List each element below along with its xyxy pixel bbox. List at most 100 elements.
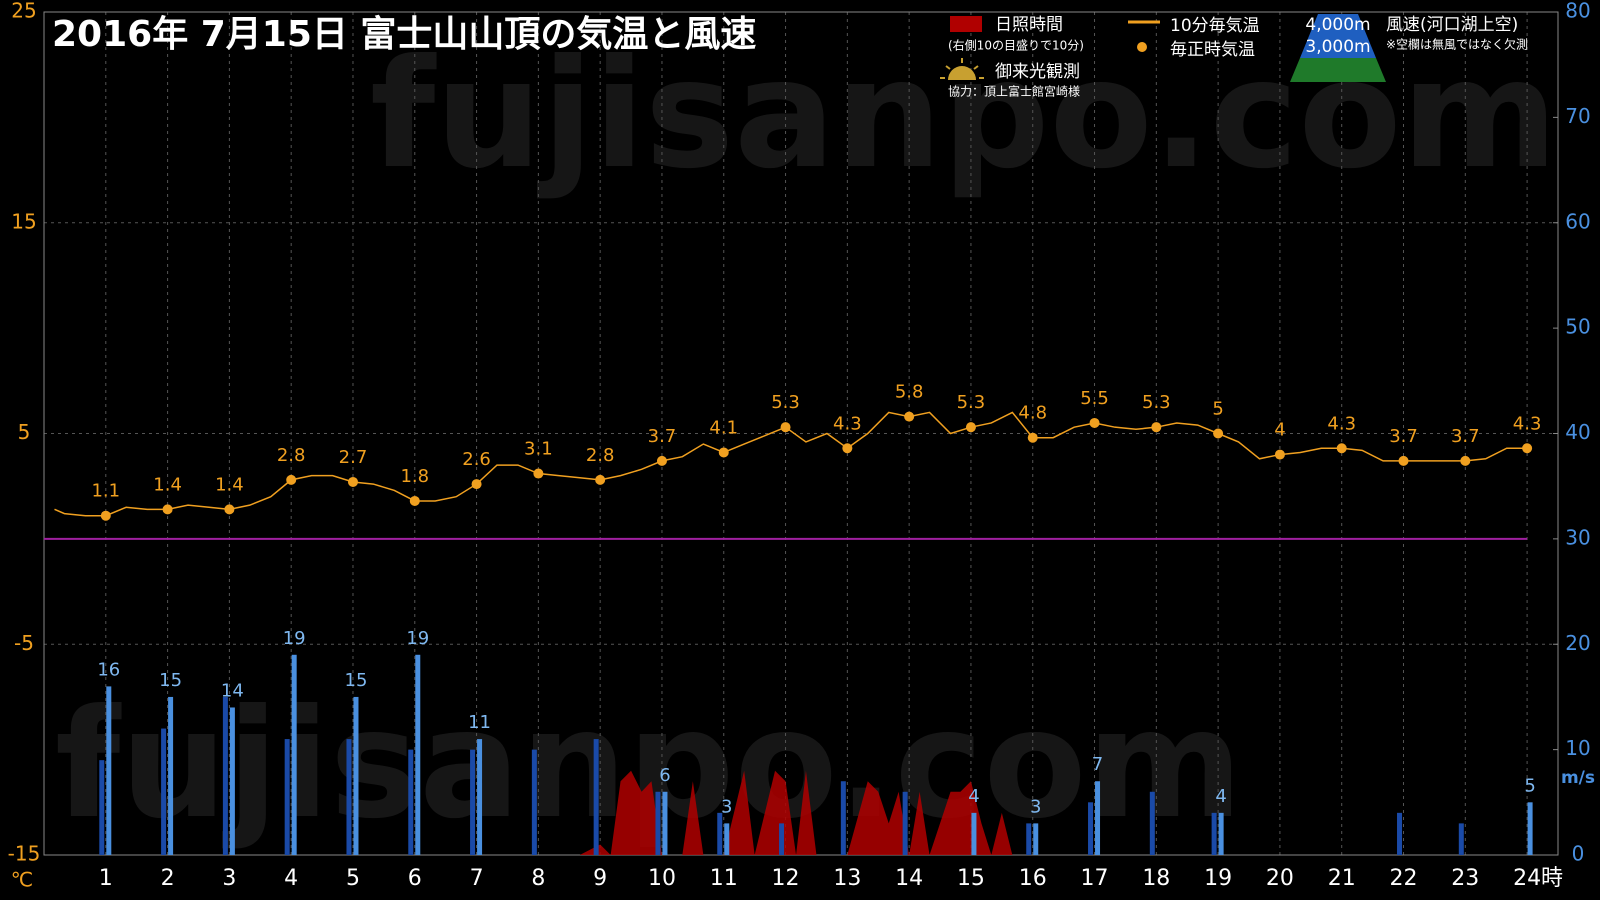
- hourly-point: [347, 476, 358, 487]
- data-label: 5: [1212, 399, 1223, 420]
- data-label: 4: [1215, 786, 1226, 807]
- wind-bar: [662, 791, 668, 855]
- data-label: 7: [1092, 754, 1103, 775]
- hourly-point: [533, 468, 544, 479]
- x-tick-label: 13: [833, 866, 861, 891]
- legend-title: 風速(河口湖上空): [1386, 15, 1518, 35]
- hourly-point: [1089, 417, 1100, 428]
- wind-bar: [1397, 812, 1403, 855]
- legend-label: 日照時間: [995, 15, 1063, 35]
- y2-tick-label: 30: [1565, 525, 1590, 549]
- wind-bar: [408, 749, 414, 855]
- data-label: 3.7: [1451, 426, 1480, 447]
- x-tick-label: 7: [470, 866, 484, 891]
- data-label: 16: [97, 659, 120, 680]
- hourly-point: [1151, 422, 1162, 433]
- wind-bar: [470, 749, 476, 855]
- x-tick-label: 18: [1142, 866, 1170, 891]
- data-label: 4: [968, 786, 979, 807]
- y2-tick-label: 70: [1565, 104, 1590, 128]
- data-label: 4.3: [1327, 413, 1356, 434]
- y2-tick-label: 20: [1565, 631, 1590, 655]
- hourly-point: [286, 474, 297, 485]
- y2-tick-label: 60: [1565, 209, 1590, 233]
- wind-bar: [284, 739, 290, 855]
- y-tick-label: -5: [14, 631, 34, 655]
- hourly-point: [1274, 449, 1285, 460]
- wind-bar: [717, 812, 723, 855]
- data-label: 3.1: [524, 439, 553, 460]
- x-tick-label: 11: [710, 866, 738, 891]
- sunrise-icon: [940, 58, 984, 80]
- legend-label: 10分毎気温: [1170, 16, 1260, 36]
- y-tick-label: 25: [11, 0, 36, 23]
- chart-title: 2016年 7月15日 富士山山頂の気温と風速: [52, 13, 756, 55]
- legend-note: 協力：頂上富士館宮崎様: [948, 84, 1080, 99]
- y2-tick-label: 80: [1565, 0, 1590, 23]
- data-label: 5.5: [1080, 388, 1109, 409]
- data-label: 5.3: [957, 392, 986, 413]
- x-tick-label: 20: [1266, 866, 1294, 891]
- legend-note: (右側10の目盛りで10分): [948, 38, 1084, 53]
- x-tick-label: 3: [222, 866, 236, 891]
- legend-swatch: [950, 16, 982, 32]
- hourly-point: [1213, 428, 1224, 439]
- data-label: 1.4: [215, 474, 244, 495]
- hourly-point: [100, 510, 111, 521]
- data-label: 3.7: [648, 426, 677, 447]
- y2-tick-label: 0: [1572, 842, 1585, 866]
- x-tick-label: 9: [593, 866, 607, 891]
- wind-bar: [1458, 823, 1464, 855]
- x-tick-label: 10: [648, 866, 676, 891]
- wind-bar: [902, 791, 908, 855]
- hourly-point: [1522, 443, 1533, 454]
- data-label: 19: [406, 628, 429, 649]
- data-label: 4.8: [1018, 403, 1047, 424]
- hourly-point: [656, 455, 667, 466]
- x-tick-label: 6: [408, 866, 422, 891]
- data-label: 5.3: [1142, 392, 1171, 413]
- wind-bar: [353, 696, 359, 855]
- data-label: 5.3: [771, 392, 800, 413]
- x-tick-label: 19: [1204, 866, 1232, 891]
- wind-bar: [291, 654, 297, 855]
- mountain-base: [1290, 58, 1386, 82]
- x-tick-label: 4: [284, 866, 298, 891]
- x-tick-label: 5: [346, 866, 360, 891]
- y-tick-label: 15: [11, 209, 36, 233]
- data-label: 3.7: [1389, 426, 1418, 447]
- wind-bar: [779, 823, 785, 855]
- x-tick-label: 14: [895, 866, 923, 891]
- data-label: 5: [1524, 775, 1535, 796]
- x-tick-label: 2: [161, 866, 175, 891]
- data-label: 2.8: [586, 445, 615, 466]
- data-label: 1.8: [400, 466, 429, 487]
- data-label: 6: [659, 765, 670, 786]
- legend-note: ※空欄は無風ではなく欠測: [1386, 37, 1528, 52]
- wind-bar: [840, 781, 846, 855]
- data-label: 4.1: [709, 417, 738, 438]
- legend-label: 毎正時気温: [1170, 40, 1255, 60]
- x-tick-label: 17: [1081, 866, 1109, 891]
- legend-swatch: [1137, 42, 1147, 52]
- data-label: 4.3: [833, 413, 862, 434]
- wind-bar: [971, 812, 977, 855]
- hourly-point: [1336, 443, 1347, 454]
- legend-label: 3,000m: [1305, 37, 1370, 57]
- data-label: 5.8: [895, 382, 924, 403]
- hourly-point: [595, 474, 606, 485]
- wind-bar: [106, 686, 112, 855]
- x-tick-label: 22: [1390, 866, 1418, 891]
- y-axis-unit: ℃: [11, 868, 33, 892]
- wind-bar: [1149, 791, 1155, 855]
- data-label: 15: [159, 670, 182, 691]
- data-label: 1.4: [153, 474, 182, 495]
- wind-bar: [1088, 802, 1094, 855]
- data-label: 3: [1030, 796, 1041, 817]
- data-label: 2.7: [339, 447, 368, 468]
- x-tick-label: 8: [531, 866, 545, 891]
- y2-tick-label: 50: [1565, 315, 1590, 339]
